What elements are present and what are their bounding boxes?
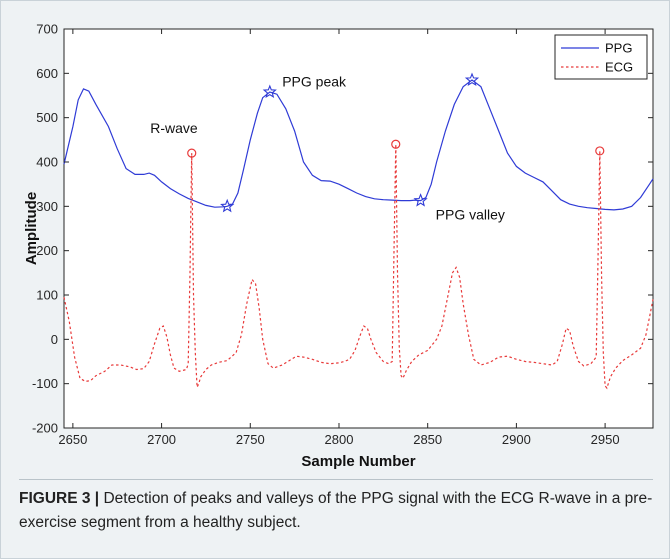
- legend-box: [554, 34, 648, 80]
- y-tick-label: 200: [36, 243, 58, 258]
- x-tick-label: 2700: [147, 432, 176, 447]
- y-axis-label: Amplitude: [23, 192, 40, 265]
- ppg-extremum-marker: [220, 198, 235, 213]
- ppg-extremum-marker: [464, 72, 480, 87]
- y-tick-label: 600: [36, 66, 58, 81]
- caption-divider: [19, 479, 653, 480]
- x-axis-label: Sample Number: [301, 453, 415, 470]
- x-tick-label: 2750: [236, 432, 265, 447]
- annotation-label: PPG peak: [282, 74, 347, 90]
- x-tick-label: 2900: [502, 432, 531, 447]
- caption-text: Detection of peaks and valleys of the PP…: [19, 490, 653, 531]
- annotation-layer: R-wave PPG peak PPG valley: [150, 74, 505, 223]
- y-tick-label: 700: [36, 22, 58, 37]
- x-tick-label: 2850: [413, 432, 442, 447]
- x-tick-label: 2950: [591, 432, 620, 447]
- marker-layer: [187, 72, 605, 213]
- legend-label-ecg: ECG: [605, 60, 633, 75]
- annotation-label: PPG valley: [436, 207, 505, 223]
- series-line-ppg: [63, 79, 654, 211]
- y-tick-label: 0: [51, 332, 58, 347]
- y-tick-label: 500: [36, 110, 58, 125]
- ppg-extremum-marker: [262, 84, 277, 98]
- x-tick-label: 2650: [58, 432, 87, 447]
- ppg-extremum-marker: [413, 193, 428, 207]
- tick-layer: 2650 2700 2750 2800 2850 2900 2950 -200 -100 0 100…: [32, 22, 653, 447]
- y-tick-label: 400: [36, 155, 58, 170]
- ecg-r-wave-marker: [595, 146, 605, 156]
- y-tick-label: -100: [32, 376, 58, 391]
- y-tick-label: 100: [36, 288, 58, 303]
- y-tick-label: 300: [36, 199, 58, 214]
- figure-caption: FIGURE 3 | Detection of peaks and valley…: [19, 487, 659, 535]
- x-tick-label: 2800: [325, 432, 354, 447]
- ecg-r-wave-marker: [391, 139, 401, 149]
- series-layer: [63, 79, 654, 390]
- ecg-r-wave-marker: [187, 148, 197, 158]
- figure-label: FIGURE 3 |: [19, 490, 100, 507]
- series-line-ecg: [63, 144, 654, 390]
- y-tick-label: -200: [32, 421, 58, 436]
- legend-label-ppg: PPG: [605, 41, 632, 56]
- ppg-ecg-chart: 2650 2700 2750 2800 2850 2900 2950 -200 -100 0 100…: [23, 22, 654, 470]
- plot-area: [63, 28, 654, 429]
- annotation-label: R-wave: [150, 120, 198, 136]
- legend: PPG ECG: [554, 34, 648, 80]
